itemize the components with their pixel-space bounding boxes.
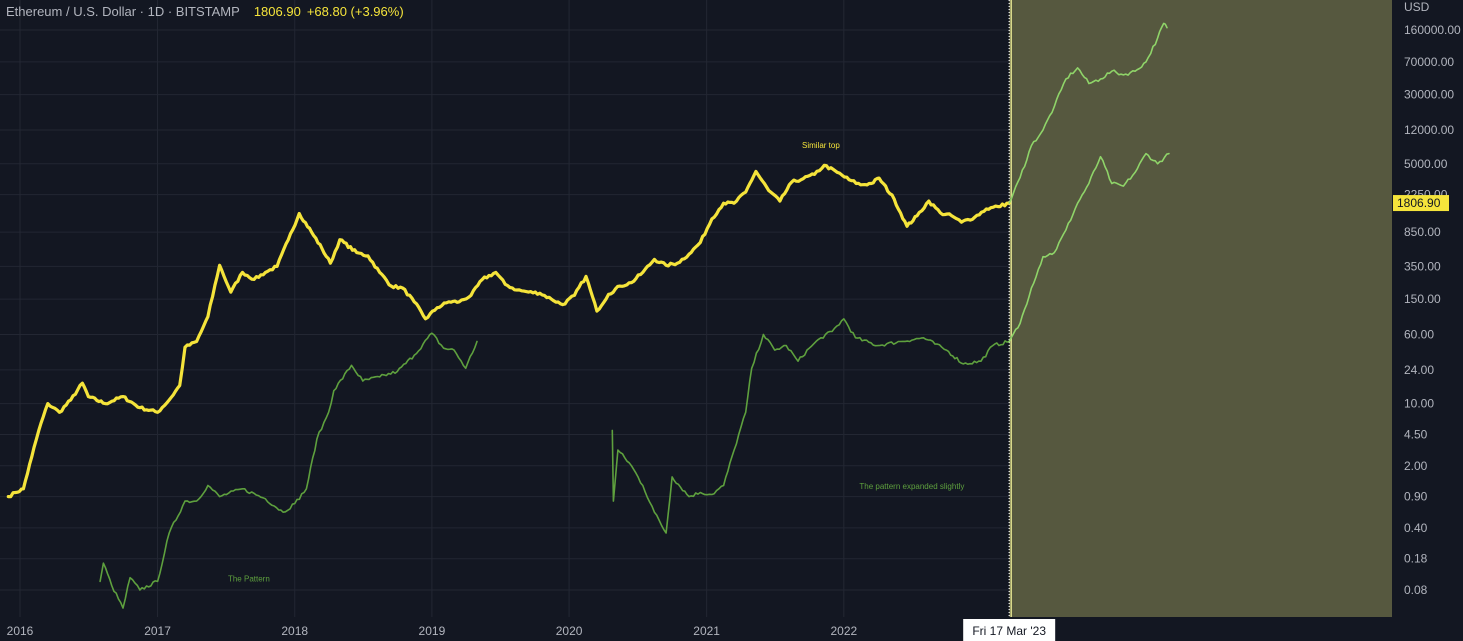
price-tick-label: 4.50 [1404, 427, 1428, 441]
time-tick-label: 2016 [7, 624, 34, 638]
projection-zone [1008, 0, 1392, 617]
time-tick-label: 2018 [281, 624, 308, 638]
annotations: Similar top The pattern expanded slightly… [228, 141, 964, 583]
time-axis-background [0, 617, 1392, 641]
symbol-title[interactable]: Ethereum / U.S. Dollar · 1D · BITSTAMP [6, 4, 240, 19]
price-tick-label: 70000.00 [1404, 55, 1454, 69]
price-tick-label: 60.00 [1404, 327, 1434, 341]
price-tick-label: 0.90 [1404, 490, 1428, 504]
price-axis[interactable]: USD 160000.00 70000.00 30000.00 12000.00 5000… [1392, 0, 1463, 641]
projection-zone-fill [1009, 0, 1392, 617]
crosshair-date-label: Fri 17 Mar '23 [972, 624, 1046, 638]
price-tick-label: 0.40 [1404, 521, 1428, 535]
pattern-series-line-2 [611, 318, 1010, 534]
annotation-label: The pattern expanded slightly [859, 482, 964, 491]
price-tick-label: 350.00 [1404, 259, 1441, 273]
time-axis[interactable]: 2016 2017 2018 2019 2020 2021 2022 Fri 17 Mar '… [0, 617, 1392, 641]
time-tick-label: 2022 [830, 624, 857, 638]
price-tick-label: 10.00 [1404, 397, 1434, 411]
price-tick-label: 0.08 [1404, 583, 1428, 597]
last-price: 1806.90 [253, 4, 301, 19]
price-tick-label: 12000.00 [1404, 123, 1454, 137]
time-tick-label: 2017 [144, 624, 171, 638]
price-series-line-0 [6, 163, 1011, 499]
price-tick-label: 150.00 [1404, 292, 1441, 306]
price-tick-label: 2.00 [1404, 459, 1428, 473]
last-price-tag-label: 1806.90 [1397, 196, 1441, 210]
time-tick-label: 2020 [556, 624, 583, 638]
crosshair-date-tag [963, 619, 1056, 641]
pattern-series-line-1 [99, 332, 478, 609]
price-axis-background [1392, 0, 1463, 641]
price-tick-label: 850.00 [1404, 225, 1441, 239]
price-tick-label: 5000.00 [1404, 157, 1448, 171]
projection-series-line-4 [1008, 152, 1170, 343]
price-change: +68.80 (+3.96%) [306, 4, 404, 19]
annotation-label: Similar top [802, 141, 840, 150]
price-tick-label: 160000.00 [1404, 23, 1461, 37]
price-tick-label: 24.00 [1404, 363, 1434, 377]
time-tick-label: 2019 [419, 624, 446, 638]
annotation-label: The Pattern [228, 574, 270, 583]
price-tick-label: 30000.00 [1404, 88, 1454, 102]
symbol-legend: Ethereum / U.S. Dollar · 1D · BITSTAMP 18… [6, 4, 404, 19]
series-lines [6, 22, 1170, 609]
price-axis-unit: USD [1404, 0, 1430, 14]
time-tick-label: 2021 [693, 624, 720, 638]
price-tick-label: 0.18 [1404, 552, 1428, 566]
projection-series-line-3 [1008, 22, 1168, 204]
last-price-tag [1393, 195, 1449, 212]
